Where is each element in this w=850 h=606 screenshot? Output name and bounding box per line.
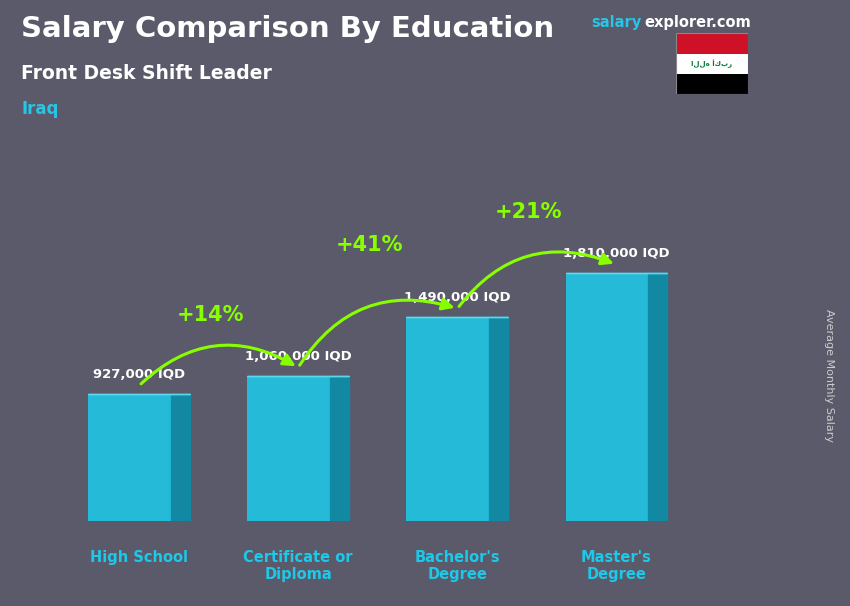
Text: Salary Comparison By Education: Salary Comparison By Education xyxy=(21,15,554,43)
Text: High School: High School xyxy=(90,550,188,565)
Text: explorer.com: explorer.com xyxy=(644,15,751,30)
Bar xyxy=(676,74,748,94)
Text: salary: salary xyxy=(591,15,641,30)
Text: +41%: +41% xyxy=(336,235,404,255)
Text: +21%: +21% xyxy=(496,202,563,222)
Text: 1,490,000 IQD: 1,490,000 IQD xyxy=(404,291,511,304)
Polygon shape xyxy=(649,273,667,521)
Text: Master's
Degree: Master's Degree xyxy=(581,550,652,582)
Polygon shape xyxy=(171,394,190,521)
Text: Certificate or
Diploma: Certificate or Diploma xyxy=(243,550,353,582)
Text: Average Monthly Salary: Average Monthly Salary xyxy=(824,309,834,442)
Polygon shape xyxy=(330,376,349,521)
Bar xyxy=(406,317,489,521)
Text: Front Desk Shift Leader: Front Desk Shift Leader xyxy=(21,64,272,82)
Bar xyxy=(676,33,748,53)
Bar xyxy=(88,394,171,521)
Text: Bachelor's
Degree: Bachelor's Degree xyxy=(415,550,500,582)
Text: +14%: +14% xyxy=(177,305,245,325)
Text: 927,000 IQD: 927,000 IQD xyxy=(93,368,185,381)
Text: الله أكبر: الله أكبر xyxy=(691,59,733,68)
Bar xyxy=(676,53,748,74)
Bar xyxy=(247,376,330,521)
Text: 1,060,000 IQD: 1,060,000 IQD xyxy=(245,350,352,363)
Polygon shape xyxy=(489,317,508,521)
Text: 1,810,000 IQD: 1,810,000 IQD xyxy=(564,247,670,260)
Bar xyxy=(565,273,649,521)
Text: Iraq: Iraq xyxy=(21,100,59,118)
